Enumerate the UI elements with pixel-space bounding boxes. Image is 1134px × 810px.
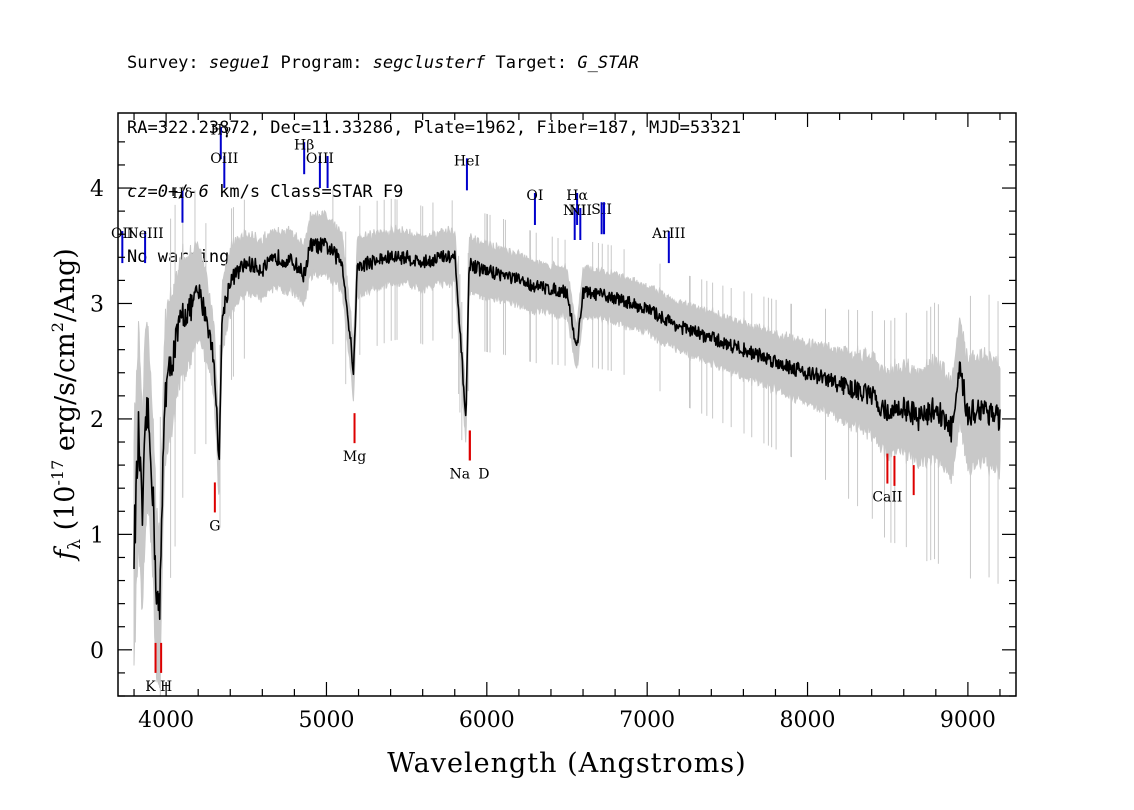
emission-label: OIII — [306, 151, 334, 167]
absorption-label: D — [478, 466, 489, 482]
emission-label: HeI — [454, 153, 480, 169]
axis-ticks — [118, 113, 1016, 697]
survey-value: segue1 — [208, 53, 271, 73]
header-line-survey: Survey: segue1 Program: segclusterf Targ… — [127, 53, 741, 75]
x-tick-label: 9000 — [940, 708, 996, 733]
program-value: segclusterf — [372, 53, 486, 73]
x-tick-label: 8000 — [780, 708, 836, 733]
error-band-layer — [133, 186, 1001, 696]
cz-value: =0+/-6 — [147, 182, 209, 202]
emission-label: Hγ — [210, 122, 231, 138]
cz-label: cz — [127, 182, 148, 202]
y-tick-label: 0 — [90, 639, 104, 664]
program-label: Program: — [270, 53, 373, 73]
flux-layer — [133, 237, 1001, 621]
y-tick-label: 3 — [90, 292, 104, 317]
absorption-label: G — [209, 518, 220, 534]
emission-label: SII — [591, 202, 612, 218]
emission-label: Hδ — [172, 186, 193, 202]
header-line-redshift: cz=0+/-6 km/s Class=STAR F9 — [127, 182, 741, 204]
spectrum-header: Survey: segue1 Program: segclusterf Targ… — [127, 10, 741, 290]
emission-label: OIII — [210, 151, 238, 167]
plot-frame — [117, 112, 1017, 697]
axis-tick-labels: 4000 5000 6000 7000 8000 9000 0 1 2 3 4 — [90, 177, 996, 733]
y-tick-label: 1 — [90, 523, 104, 548]
x-tick-label: 7000 — [619, 708, 675, 733]
y-axis-label: fλ (10-17 erg/s/cm2/Ang) — [48, 248, 85, 562]
absorption-label: Mg — [343, 449, 366, 465]
cz-class: km/s Class=STAR F9 — [208, 182, 404, 202]
emission-label: ArIII — [651, 226, 685, 242]
x-axis-label: Wavelength (Angstroms) — [387, 748, 746, 779]
emission-label: OI — [526, 188, 543, 204]
error-band — [133, 209, 1001, 689]
target-value: G_STAR — [577, 53, 639, 73]
absorption-label: Na — [450, 466, 471, 482]
survey-label: Survey: — [127, 53, 209, 73]
flux-line — [133, 237, 1001, 621]
emission-label: NII — [569, 203, 592, 219]
absorption-label: CaII — [872, 489, 902, 505]
absorption-label: K — [145, 679, 156, 695]
target-label: Target: — [485, 53, 578, 73]
x-tick-label: 6000 — [459, 708, 515, 733]
emission-label: Hα — [566, 188, 588, 204]
emission-label: NeIII — [127, 226, 164, 242]
x-tick-label: 5000 — [298, 708, 354, 733]
y-tick-label: 4 — [90, 177, 104, 202]
header-line-coordinates: RA=322.23872, Dec=11.33286, Plate=1962, … — [127, 117, 742, 138]
emission-label: Hβ — [294, 137, 314, 153]
x-tick-label: 4000 — [138, 708, 194, 733]
y-tick-label: 2 — [90, 408, 104, 433]
